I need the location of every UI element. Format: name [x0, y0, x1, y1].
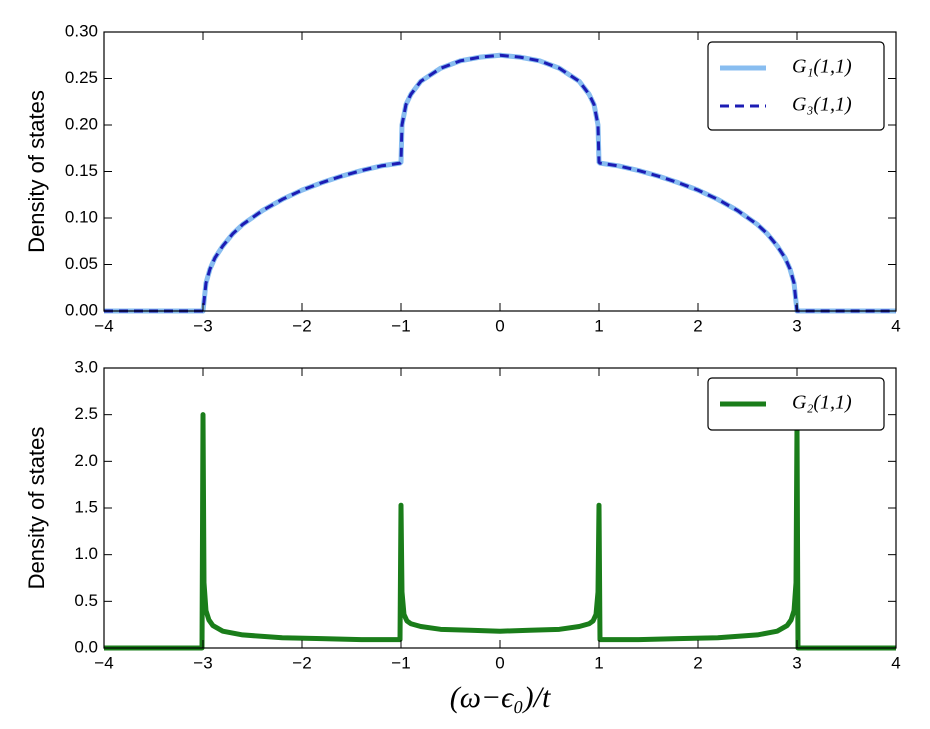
legend-label: G₂(1,1) [792, 392, 852, 414]
legend-label: G₁(1,1) [792, 56, 852, 78]
y-tick-label: 0.10 [65, 207, 98, 226]
x-tick-label: 1 [594, 653, 603, 672]
y-tick-label: 1.0 [74, 544, 98, 563]
y-tick-label: 0.0 [74, 637, 98, 656]
x-tick-label: 2 [693, 653, 702, 672]
legend-box [707, 41, 885, 131]
x-tick-label: −3 [193, 653, 212, 672]
x-tick-label: −2 [292, 653, 311, 672]
y-tick-label: 2.5 [74, 404, 98, 423]
y-tick-label: 0.30 [65, 21, 98, 40]
y-tick-label: 0.25 [65, 68, 98, 87]
x-axis-label: (ω−ϵ₀)/t [450, 681, 551, 714]
data-line [104, 53, 896, 313]
data-line [104, 412, 896, 651]
y-tick-label: 0.00 [65, 300, 98, 319]
x-tick-label: −4 [94, 316, 113, 335]
x-tick-label: 3 [792, 653, 801, 672]
y-axis-label: Density of states [24, 427, 49, 590]
x-tick-label: 3 [792, 316, 801, 335]
legend-box [707, 377, 885, 431]
x-tick-label: −2 [292, 316, 311, 335]
x-tick-label: 2 [693, 316, 702, 335]
y-tick-label: 0.05 [65, 254, 98, 273]
x-tick-label: −4 [94, 653, 113, 672]
x-tick-label: −1 [391, 653, 410, 672]
x-tick-label: 1 [594, 316, 603, 335]
x-tick-label: 4 [891, 653, 900, 672]
y-tick-label: 2.0 [74, 451, 98, 470]
y-tick-label: 1.5 [74, 497, 98, 516]
x-tick-label: −3 [193, 316, 212, 335]
y-tick-label: 0.20 [65, 114, 98, 133]
x-tick-label: −1 [391, 316, 410, 335]
y-tick-label: 0.5 [74, 591, 98, 610]
x-tick-label: 0 [495, 316, 504, 335]
y-tick-label: 3.0 [74, 357, 98, 376]
x-tick-label: 4 [891, 316, 900, 335]
y-tick-label: 0.15 [65, 161, 98, 180]
y-axis-label: Density of states [24, 90, 49, 253]
legend-label: G₃(1,1) [792, 94, 852, 116]
x-tick-label: 0 [495, 653, 504, 672]
